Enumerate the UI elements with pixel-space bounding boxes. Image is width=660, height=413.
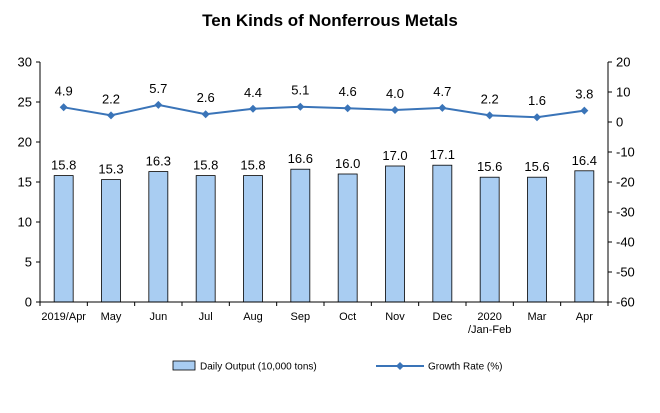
right-tick-label: 10 [616,85,630,100]
right-tick-label: 0 [616,115,623,130]
bar [527,176,547,303]
growth-rate-point [343,104,352,113]
growth-rate-point [249,104,257,113]
bar [290,168,311,303]
line-value-label: 5.1 [291,83,309,98]
line-value-label: 4.7 [433,84,451,99]
category-label: Jul [199,311,213,323]
line-value-label: 4.4 [244,85,262,100]
bar-value-label: 17.1 [430,147,455,162]
legend-label-bar: Daily Output (10,000 tons) [200,362,317,373]
left-tick-label: 25 [18,95,32,110]
line-value-label: 4.0 [386,86,404,101]
growth-rate-point [154,100,163,109]
bar-value-label: 16.0 [335,156,360,171]
line-value-label: 5.7 [149,81,167,96]
category-label: May [101,311,122,323]
bar-value-label: 15.8 [51,158,76,173]
legend: Daily Output (10,000 tons) Growth Rate (%… [172,360,502,373]
bar [385,165,405,303]
category-label: Sep [291,311,311,323]
bar [479,176,500,303]
left-tick-label: 20 [18,135,32,150]
bar [432,164,453,303]
category-label: Dec [433,311,453,323]
legend-label-line: Growth Rate (%) [428,362,502,373]
line-value-label: 1.6 [528,93,546,108]
left-tick-label: 0 [25,295,32,310]
growth-rate-line [63,103,585,119]
bar-value-label: 16.4 [572,153,597,168]
bar-value-label: 15.6 [524,159,549,174]
left-tick-label: 15 [18,175,32,190]
chart-title: Ten Kinds of Nonferrous Metals [202,11,458,30]
bar-value-label: 15.8 [240,158,265,173]
category-label: Oct [339,311,356,323]
bar-value-label: 16.3 [146,154,171,169]
bar [574,170,595,303]
left-tick-label: 10 [18,215,32,230]
growth-rate-point [485,111,494,120]
bar [101,179,121,303]
category-label: Nov [385,311,405,323]
bar [195,175,216,303]
right-tick-label: -60 [616,295,635,310]
category-label: 2019/Apr [41,311,86,323]
bar [243,175,263,303]
right-tick-label: -40 [616,235,635,250]
line-value-label: 4.9 [55,83,73,98]
category-label: /Jan-Feb [468,324,511,336]
line-value-label: 2.6 [197,90,215,105]
category-label: Apr [576,311,593,323]
bar-value-label: 15.8 [193,158,218,173]
bar-value-label: 15.3 [98,162,123,177]
right-tick-label: -20 [616,175,635,190]
bar-value-label: 16.6 [288,151,313,166]
line-value-label: 4.6 [339,84,357,99]
category-label: Aug [243,311,263,323]
growth-rate-point [296,102,305,111]
right-tick-label: -30 [616,205,635,220]
right-tick-label: -10 [616,145,635,160]
growth-rate-point [533,113,541,122]
bar [148,171,169,303]
left-tick-label: 30 [18,55,32,70]
growth-rate-point [391,106,399,114]
growth-rate-point [107,111,115,120]
growth-rate-point [59,103,68,112]
right-tick-label: 20 [616,55,630,70]
bar [53,175,74,303]
category-label: Jun [149,311,167,323]
bar [337,173,358,303]
left-tick-label: 5 [25,255,32,270]
line-value-label: 3.8 [575,87,593,102]
growth-rate-point [438,103,447,112]
legend-marker-line [396,362,404,370]
line-value-label: 2.2 [102,91,120,106]
plot-area: 15.8 15.3 16.3 15.8 15.8 16.6 16.0 17.0 17.1 15.6… [18,55,635,337]
category-label: 2020 [477,311,501,323]
growth-rate-point [580,106,589,115]
line-value-label: 2.2 [481,91,499,106]
legend-swatch-bar [172,360,196,371]
growth-rate-point [201,110,210,119]
bar-value-label: 17.0 [382,148,407,163]
category-label: Mar [528,311,547,323]
right-tick-label: -50 [616,265,635,280]
bar-value-label: 15.6 [477,159,502,174]
